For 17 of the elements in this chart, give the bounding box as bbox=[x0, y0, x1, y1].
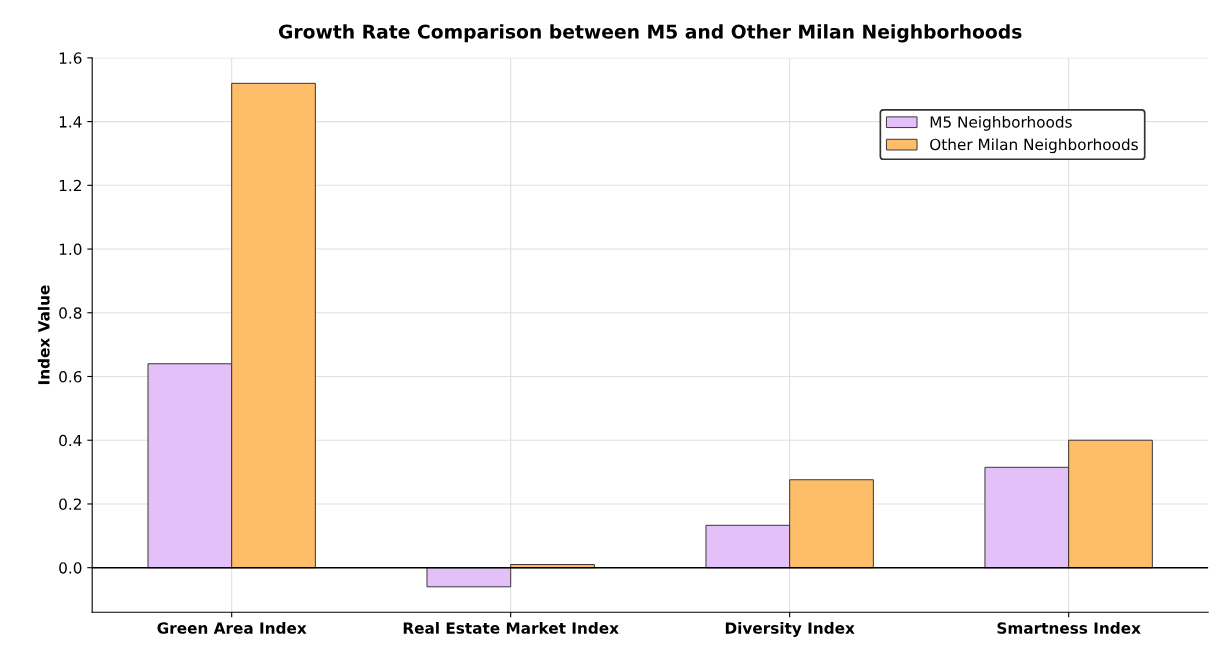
y-axis-title: Index Value bbox=[37, 285, 50, 385]
y-tick-label: 0.8 bbox=[59, 307, 82, 319]
y-tick-label: 1.4 bbox=[59, 116, 82, 128]
y-tick-label: 0.4 bbox=[59, 434, 82, 447]
x-tick-label: Real Estate Market Index bbox=[403, 622, 619, 634]
y-tick-label: 1.6 bbox=[59, 52, 82, 64]
y-tick-label: 1.0 bbox=[59, 243, 82, 256]
y-tick-label: 1.2 bbox=[59, 179, 81, 192]
x-tick-label: Smartness Index bbox=[997, 622, 1141, 634]
y-tick-label: 0.0 bbox=[59, 562, 82, 574]
legend-label: Other Milan Neighborhoods bbox=[930, 138, 1138, 154]
legend-label: M5 Neighborhoods bbox=[930, 115, 1072, 131]
x-tick-label: Green Area Index bbox=[157, 622, 307, 634]
chart-title: Growth Rate Comparison between M5 and Other Milan Neighborhoods bbox=[278, 24, 1022, 43]
y-tick-label: 0.2 bbox=[59, 498, 81, 510]
y-tick-label: 0.6 bbox=[59, 370, 82, 383]
x-tick-label: Diversity Index bbox=[725, 622, 855, 637]
